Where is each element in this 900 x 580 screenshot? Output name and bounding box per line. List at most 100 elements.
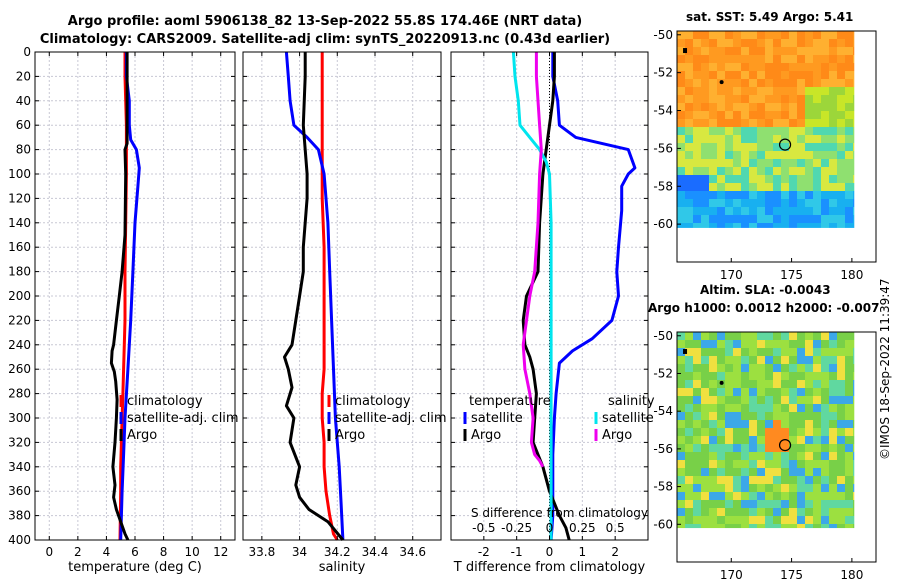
legend-label: satellite — [471, 411, 523, 426]
sla-map-cells — [677, 332, 855, 529]
y-tick-label: 60 — [16, 118, 31, 132]
series-line-t-satellite — [549, 52, 637, 541]
map-y-tick-label: -58 — [653, 179, 673, 193]
series-line-satellite-adj-clim — [119, 52, 141, 541]
series-line-argo — [283, 52, 345, 541]
figure-title-line1: Argo profile: aoml 5906138_82 13-Sep-202… — [67, 14, 583, 29]
x-tick-label: 34.2 — [324, 545, 351, 559]
legend-title-salinity: salinity — [608, 394, 655, 409]
map-x-tick-label: 180 — [840, 568, 863, 580]
x-axis-label: temperature (deg C) — [68, 560, 202, 575]
sst-map-frame — [676, 30, 877, 263]
sla-map-frame — [676, 331, 877, 563]
map-y-tick-label: -56 — [653, 442, 673, 456]
map-y-tick-label: -60 — [653, 217, 673, 231]
y-tick-label: 100 — [8, 167, 31, 181]
island-marker — [683, 48, 688, 54]
x-tick-label: 10 — [185, 545, 200, 559]
y-tick-label: 140 — [8, 216, 31, 230]
y-tick-label: 120 — [8, 191, 31, 205]
map-y-tick-label: -54 — [653, 404, 673, 418]
map-x-tick-label: 170 — [720, 268, 743, 282]
map-y-tick-label: -60 — [653, 517, 673, 531]
map-x-tick-label: 175 — [780, 568, 803, 580]
figure-title-line2: Climatology: CARS2009. Satellite-adj cli… — [39, 32, 611, 47]
top-axis-tick-label: -0.5 — [472, 521, 495, 535]
sla-map-title: Altim. SLA: -0.0043 — [700, 283, 831, 297]
y-tick-label: 240 — [8, 338, 31, 352]
map-y-tick-label: -58 — [653, 480, 673, 494]
top-axis-label: S difference from climatology — [471, 506, 648, 520]
series-line-satellite-adj-clim — [284, 51, 345, 541]
x-axis-label: T difference from climatology — [453, 560, 646, 575]
y-tick-label: 180 — [8, 265, 31, 279]
x-tick-label: 2 — [74, 545, 82, 559]
x-tick-label: -2 — [478, 545, 490, 559]
x-tick-label: 34.4 — [362, 545, 389, 559]
island-marker — [719, 380, 724, 385]
y-tick-label: 20 — [16, 69, 31, 83]
top-axis-tick-label: 0.25 — [569, 521, 596, 535]
top-axis-tick-label: 0.5 — [606, 521, 625, 535]
y-tick-label: 300 — [8, 411, 31, 425]
x-tick-label: 34 — [292, 545, 307, 559]
y-tick-label: 40 — [16, 94, 31, 108]
y-tick-label: 200 — [8, 289, 31, 303]
argo-float-marker — [778, 439, 792, 452]
y-tick-label: 160 — [8, 240, 31, 254]
x-tick-label: -1 — [511, 545, 523, 559]
x-tick-label: 33.8 — [248, 545, 275, 559]
series-line-s-satellite — [511, 51, 553, 540]
map-y-tick-label: -52 — [653, 366, 673, 380]
top-axis-tick-label: -0.25 — [501, 521, 532, 535]
y-tick-label: 260 — [8, 362, 31, 376]
legend-title-temperature: temperature — [469, 394, 551, 409]
y-tick-label: 320 — [8, 435, 31, 449]
x-tick-label: 34.6 — [399, 545, 426, 559]
y-tick-label: 80 — [16, 143, 31, 157]
x-tick-label: 8 — [160, 545, 168, 559]
sla-map-subtitle: Argo h1000: 0.0012 h2000: -0.007 — [648, 301, 880, 315]
y-tick-label: 340 — [8, 460, 31, 474]
x-tick-label: 0 — [45, 545, 53, 559]
argo-float-marker — [778, 138, 792, 151]
x-tick-label: 4 — [103, 545, 111, 559]
island-marker — [683, 348, 688, 354]
legend-label: satellite-adj. clim — [335, 411, 447, 426]
y-tick-label: 220 — [8, 313, 31, 327]
sst-map-title: sat. SST: 5.49 Argo: 5.41 — [686, 10, 854, 24]
y-tick-label: 380 — [8, 509, 31, 523]
y-tick-label: 280 — [8, 387, 31, 401]
x-tick-label: 2 — [611, 545, 619, 559]
map-y-tick-label: -50 — [653, 28, 673, 42]
legend-label: climatology — [127, 394, 203, 409]
map-y-tick-label: -52 — [653, 66, 673, 80]
y-tick-label: 0 — [23, 45, 31, 59]
sst-map-cells — [677, 31, 855, 228]
top-axis-tick-label: 0 — [546, 521, 554, 535]
legend-label: satellite-adj. clim — [127, 411, 239, 426]
map-x-tick-label: 170 — [720, 568, 743, 580]
x-tick-label: 12 — [213, 545, 228, 559]
legend-label: Argo — [335, 428, 365, 443]
legend-label: Argo — [471, 428, 501, 443]
legend-label: climatology — [335, 394, 411, 409]
island-marker — [719, 80, 724, 85]
map-y-tick-label: -56 — [653, 141, 673, 155]
series-line-argo — [109, 52, 130, 541]
x-axis-label: salinity — [319, 560, 366, 575]
map-x-tick-label: 180 — [840, 268, 863, 282]
series-line-climatology — [320, 52, 339, 541]
map-x-tick-label: 175 — [780, 268, 803, 282]
x-tick-label: 0 — [546, 545, 554, 559]
x-tick-label: 6 — [131, 545, 139, 559]
map-y-tick-label: -54 — [653, 104, 673, 118]
series-line-s-argo — [521, 52, 545, 468]
legend-label: Argo — [127, 428, 157, 443]
series-line-t-argo — [521, 52, 571, 541]
legend-label: Argo — [602, 428, 632, 443]
y-tick-label: 400 — [8, 533, 31, 547]
x-tick-label: 1 — [579, 545, 587, 559]
map-y-tick-label: -50 — [653, 329, 673, 343]
